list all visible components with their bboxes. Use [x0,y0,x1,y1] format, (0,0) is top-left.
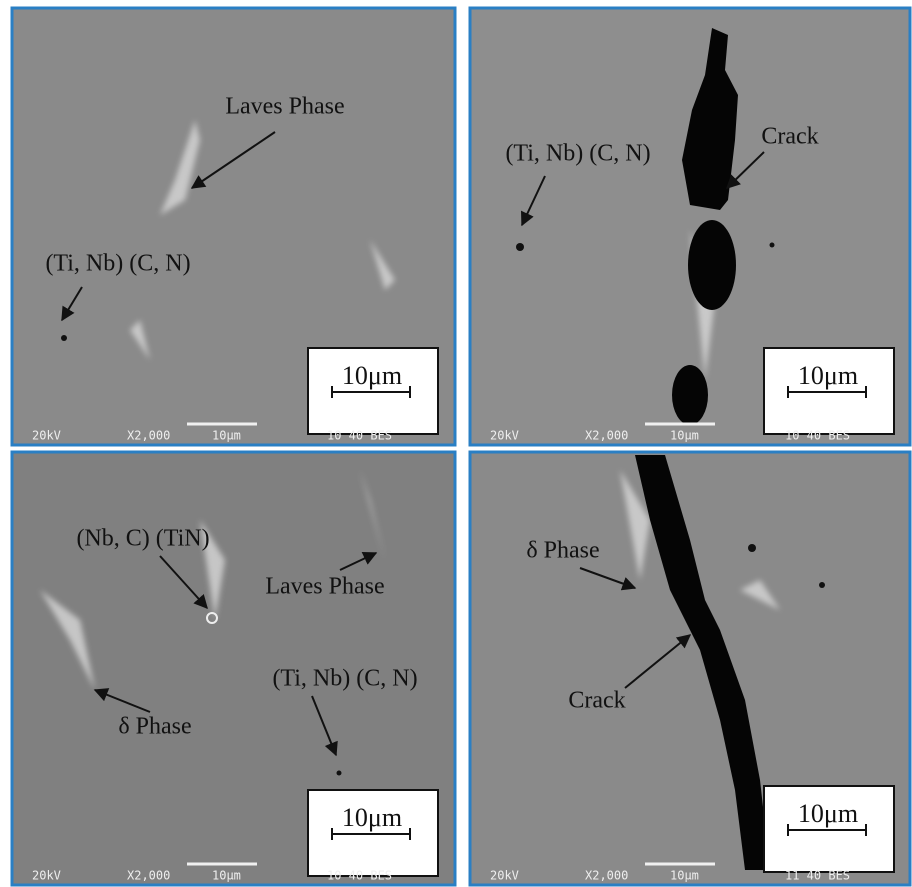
annotation-label: (Nb, C) (TiN) [76,526,209,552]
sem-footer: X2,000 [127,869,170,883]
sem-footer: 10μm [212,869,241,883]
sem-footer: X2,000 [585,429,628,443]
sem-footer: 20kV [490,869,519,883]
scale-label: 10μm [342,361,402,390]
sem-footer: 20kV [490,429,519,443]
annotation-label: Laves Phase [225,94,344,120]
sem-footer: 20kV [32,429,61,443]
scale-label: 10μm [798,361,858,390]
annotation-label: Crack [761,124,818,150]
scale-label: 10μm [798,799,858,828]
scale-label: 10μm [342,803,402,832]
sem-footer: 11 40 BES [785,869,850,883]
figure: Laves Phase (Ti, Nb) (C, N) 10μm 20kV X2,000… [0,0,912,887]
sem-footer: 10μm [212,429,241,443]
sem-footer: X2,000 [127,429,170,443]
sem-footer: 10μm [670,869,699,883]
sem-footer: 10 40 BES [327,429,392,443]
sem-footer: 10 40 BES [785,429,850,443]
annotation-label: Laves Phase [265,574,384,600]
annotation-label: (Ti, Nb) (C, N) [505,141,650,167]
sem-footer: X2,000 [585,869,628,883]
annotation-label: δ Phase [526,538,599,564]
annotation-label: δ Phase [118,714,191,740]
annotation-label: (Ti, Nb) (C, N) [45,251,190,277]
annotation-label: Crack [568,688,625,714]
sem-footer: 10 40 BES [327,869,392,883]
sem-footer: 10μm [670,429,699,443]
annotation-label: (Ti, Nb) (C, N) [272,666,417,692]
sem-footer: 20kV [32,869,61,883]
